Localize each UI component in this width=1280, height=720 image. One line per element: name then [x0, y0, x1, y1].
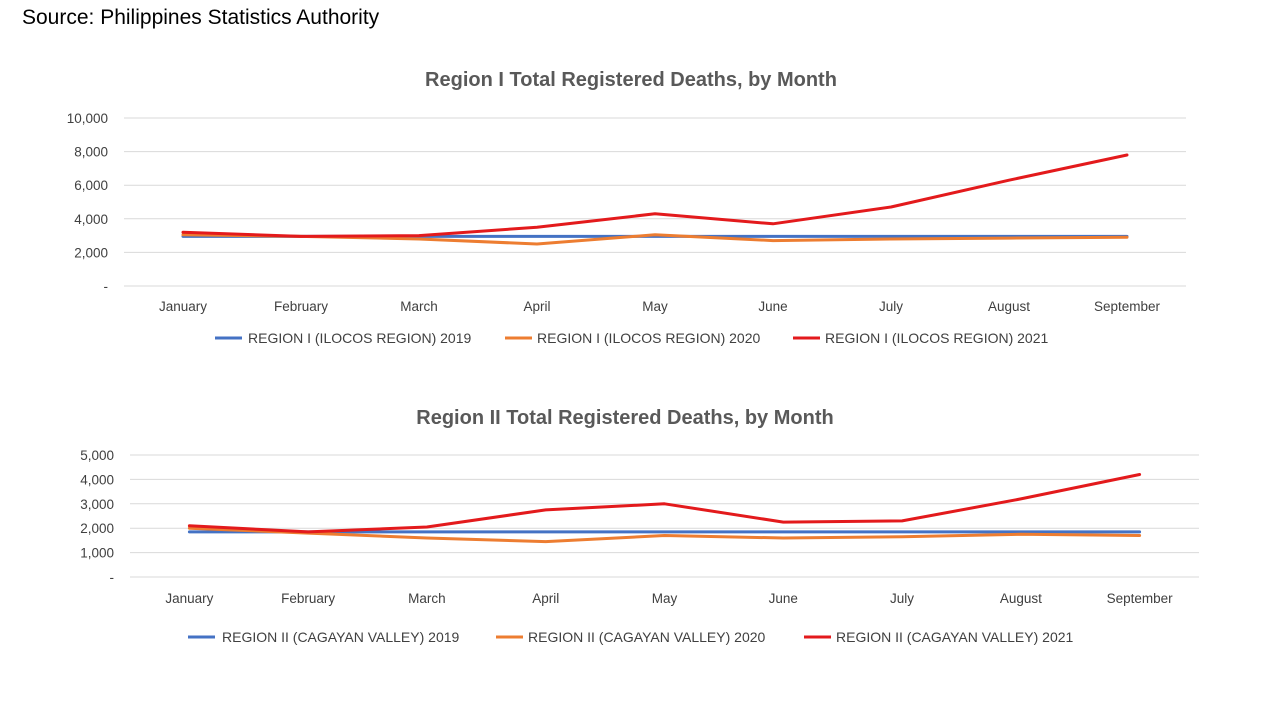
y-tick-label: -: [104, 279, 109, 294]
x-tick-label: February: [281, 591, 335, 606]
y-tick-label: 6,000: [74, 178, 108, 193]
source-caption: Source: Philippines Statistics Authority: [22, 6, 380, 29]
y-tick-label: 5,000: [80, 448, 114, 463]
x-tick-label: April: [532, 591, 559, 606]
x-tick-label: September: [1107, 591, 1174, 606]
x-tick-label: September: [1094, 299, 1161, 314]
y-tick-label: 8,000: [74, 145, 108, 160]
x-tick-label: January: [159, 299, 207, 314]
series-line-2: [187, 526, 1142, 544]
x-tick-label: March: [400, 299, 438, 314]
y-tick-label: 1,000: [80, 546, 114, 561]
chart-title: Region II Total Registered Deaths, by Mo…: [416, 407, 833, 429]
legend-label-1: REGION I (ILOCOS REGION) 2019: [248, 330, 471, 346]
x-tick-label: February: [274, 299, 328, 314]
y-tick-label: 4,000: [74, 212, 108, 227]
series-line-3: [181, 153, 1129, 238]
x-tick-label: May: [652, 591, 678, 606]
x-tick-label: August: [1000, 591, 1042, 606]
chart-title: Region I Total Registered Deaths, by Mon…: [425, 69, 837, 91]
x-tick-label: April: [523, 299, 550, 314]
x-tick-label: March: [408, 591, 446, 606]
x-tick-label: July: [879, 299, 903, 314]
x-tick-label: June: [769, 591, 798, 606]
legend-label-1: REGION II (CAGAYAN VALLEY) 2019: [222, 629, 460, 645]
y-tick-label: 4,000: [80, 472, 114, 487]
x-tick-label: January: [165, 591, 213, 606]
x-tick-label: May: [642, 299, 668, 314]
x-tick-label: August: [988, 299, 1030, 314]
legend-label-3: REGION II (CAGAYAN VALLEY) 2021: [836, 629, 1074, 645]
x-tick-label: June: [758, 299, 787, 314]
legend-label-3: REGION I (ILOCOS REGION) 2021: [825, 330, 1048, 346]
y-tick-label: 2,000: [74, 245, 108, 260]
legend-label-2: REGION I (ILOCOS REGION) 2020: [537, 330, 760, 346]
y-tick-label: 3,000: [80, 497, 114, 512]
y-tick-label: -: [110, 570, 115, 585]
y-tick-label: 10,000: [67, 111, 108, 126]
legend-label-2: REGION II (CAGAYAN VALLEY) 2020: [528, 629, 766, 645]
y-tick-label: 2,000: [80, 521, 114, 536]
series-line-3: [187, 473, 1142, 534]
x-tick-label: July: [890, 591, 914, 606]
